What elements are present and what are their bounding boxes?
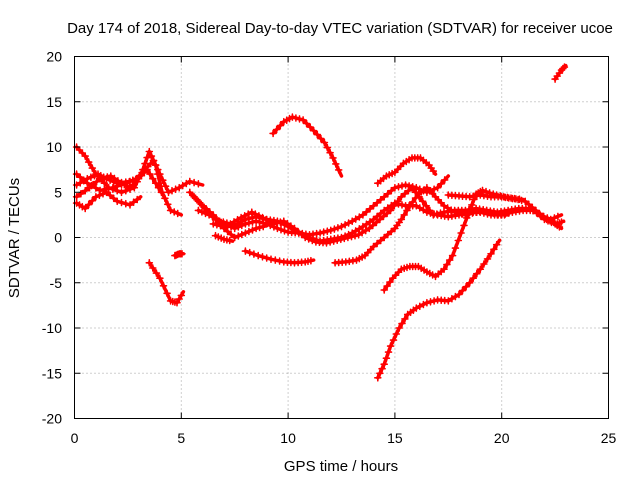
series-trace-17 [374, 238, 502, 382]
y-tick-label: 15 [46, 94, 62, 110]
series-markers [374, 154, 438, 187]
y-tick-label: 5 [54, 184, 62, 200]
series-markers [72, 170, 140, 189]
x-tick-label: 10 [280, 430, 296, 446]
axis-ticks [74, 56, 609, 419]
series-trace-6 [145, 259, 186, 307]
series-markers [72, 188, 141, 213]
series-trace-15 [331, 183, 510, 267]
series-line [376, 238, 502, 380]
y-tick-label: -15 [42, 365, 62, 381]
x-tick-label: 5 [177, 430, 185, 446]
series-trace-14 [269, 113, 344, 178]
series-trace-16 [374, 154, 438, 187]
x-tick-label: 0 [71, 430, 79, 446]
y-tick-labels: -20 -15 -10 -5 0 5 10 15 20 [42, 49, 62, 427]
chart-title: Day 174 of 2018, Sidereal Day-to-day VTE… [67, 20, 613, 37]
x-tick-label: 25 [601, 430, 617, 446]
series-markers [171, 250, 186, 260]
series-trace-20 [551, 63, 569, 83]
y-tick-label: -5 [50, 275, 63, 291]
series-markers [269, 113, 343, 174]
series-trace-4 [72, 188, 143, 213]
series-trace-7 [171, 250, 186, 260]
y-tick-label: -20 [42, 411, 62, 427]
x-axis-label: GPS time / hours [284, 458, 398, 475]
series-trace-11 [211, 231, 235, 245]
series-trace-5 [72, 170, 141, 189]
data-series [72, 63, 569, 382]
x-tick-label: 15 [387, 430, 403, 446]
y-tick-label: 20 [46, 49, 62, 65]
series-markers [211, 231, 234, 245]
x-tick-labels: 0 5 10 15 20 25 [71, 430, 617, 446]
y-tick-label: 10 [46, 139, 62, 155]
series-trace-19 [444, 191, 525, 203]
series-markers [444, 191, 524, 203]
y-tick-label: 0 [54, 230, 62, 246]
series-trace-13 [241, 247, 316, 267]
series-markers [374, 240, 501, 382]
y-tick-label: -10 [42, 320, 62, 336]
series-markers [241, 247, 315, 267]
series-markers [331, 183, 509, 267]
series-markers [551, 63, 569, 83]
x-tick-label: 20 [494, 430, 510, 446]
y-axis-label: SDTVAR / TECUs [6, 178, 23, 298]
series-markers [145, 259, 186, 307]
